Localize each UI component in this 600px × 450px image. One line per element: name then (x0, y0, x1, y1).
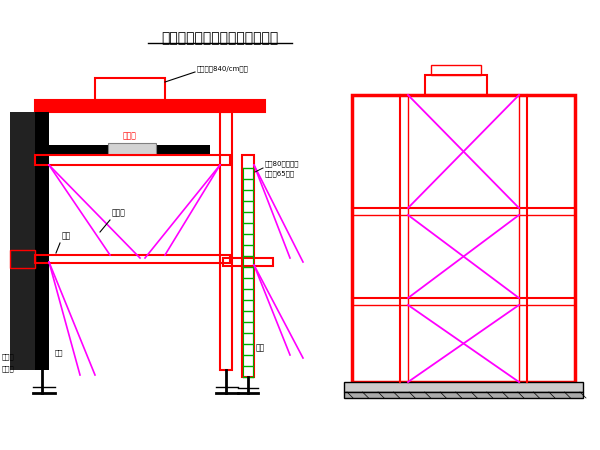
Bar (35, 155, 230, 165)
Text: 梯子: 梯子 (256, 343, 265, 352)
Bar (220, 112, 232, 370)
Bar (344, 382, 583, 392)
Text: 通风管: 通风管 (2, 365, 15, 372)
Bar (108, 143, 156, 155)
Bar (10, 112, 35, 370)
Bar (10, 250, 35, 268)
Text: 分水器: 分水器 (123, 131, 137, 140)
Text: 底盘: 底盘 (55, 349, 64, 356)
Text: 简易多功能作业台架结构示意图: 简易多功能作业台架结构示意图 (161, 31, 278, 45)
Bar (35, 100, 265, 112)
Bar (35, 255, 230, 263)
Bar (35, 145, 210, 155)
Bar (223, 258, 273, 266)
Text: 装直径65钢管: 装直径65钢管 (265, 170, 295, 176)
Text: 斜撑: 斜撑 (62, 231, 71, 240)
Bar (344, 392, 583, 398)
Bar (35, 112, 49, 370)
Text: 小型门式840/cm轻轨: 小型门式840/cm轻轨 (197, 65, 249, 72)
Bar (242, 155, 254, 377)
Text: 通水管: 通水管 (2, 353, 15, 360)
Bar (95, 78, 165, 100)
Text: 直径80钢管，内: 直径80钢管，内 (265, 160, 299, 166)
Bar (431, 65, 481, 75)
Text: 分风器: 分风器 (112, 208, 126, 217)
Bar (352, 95, 575, 382)
Bar (425, 75, 487, 95)
